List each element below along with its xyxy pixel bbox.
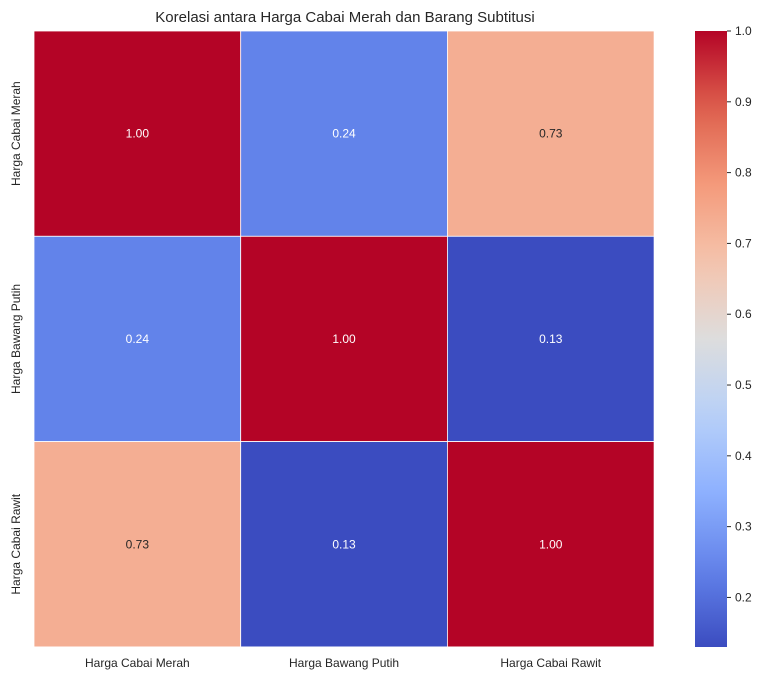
cell-value-label: 0.73 (126, 537, 150, 551)
heatmap-cell (446, 235, 655, 443)
heatmap-cell (33, 441, 242, 648)
colorbar-tick-label: 1.0 (735, 24, 752, 38)
colorbar-tick-label: 0.2 (735, 590, 752, 604)
heatmap-cell (446, 441, 655, 648)
y-tick-label: Harga Cabai Rawit (9, 493, 23, 594)
heatmap-cell (446, 30, 655, 237)
heatmap-cell (240, 235, 448, 443)
y-tick-label: Harga Cabai Merah (9, 81, 23, 186)
cell-value-label: 0.13 (332, 537, 356, 551)
cell-value-label: 1.00 (539, 537, 563, 551)
x-tick-label: Harga Cabai Merah (85, 656, 190, 670)
cell-value-label: 1.00 (126, 127, 150, 141)
heatmap-cell (240, 441, 448, 648)
colorbar-tick-label: 0.3 (735, 520, 752, 534)
cell-value-label: 0.24 (332, 127, 356, 141)
colorbar-tick-label: 0.7 (735, 236, 752, 250)
chart-title: Korelasi antara Harga Cabai Merah dan Ba… (155, 9, 534, 26)
cell-value-label: 0.73 (539, 127, 563, 141)
heatmap-cell (33, 30, 242, 237)
x-tick-label: Harga Bawang Putih (289, 656, 399, 670)
cell-value-label: 1.00 (332, 332, 356, 346)
heatmap-grid: 1.00 0.24 0.73 0.24 1.00 0.13 0.73 0.13 1.00 (33, 30, 655, 648)
colorbar-tick-label: 0.6 (735, 307, 752, 321)
colorbar-gradient (695, 31, 727, 647)
heatmap-cell (240, 30, 448, 237)
x-tick-label: Harga Cabai Rawit (500, 656, 601, 670)
cell-value-label: 0.24 (126, 332, 150, 346)
heatmap-cell (33, 235, 242, 443)
cell-value-label: 0.13 (539, 332, 563, 346)
y-tick-label: Harga Bawang Putih (9, 284, 23, 394)
colorbar-tick-label: 0.4 (735, 449, 752, 463)
x-axis-ticks: Harga Cabai Merah Harga Bawang Putih Harga… (85, 656, 602, 670)
colorbar-tick-label: 0.5 (735, 378, 752, 392)
y-axis-ticks: Harga Cabai Merah Harga Bawang Putih Harga… (9, 81, 23, 594)
colorbar-tick-label: 0.8 (735, 166, 752, 180)
colorbar: 0.2 0.3 0.4 0.5 0.6 0.7 0.8 0.9 1.0 (695, 24, 752, 647)
colorbar-tick-label: 0.9 (735, 95, 752, 109)
